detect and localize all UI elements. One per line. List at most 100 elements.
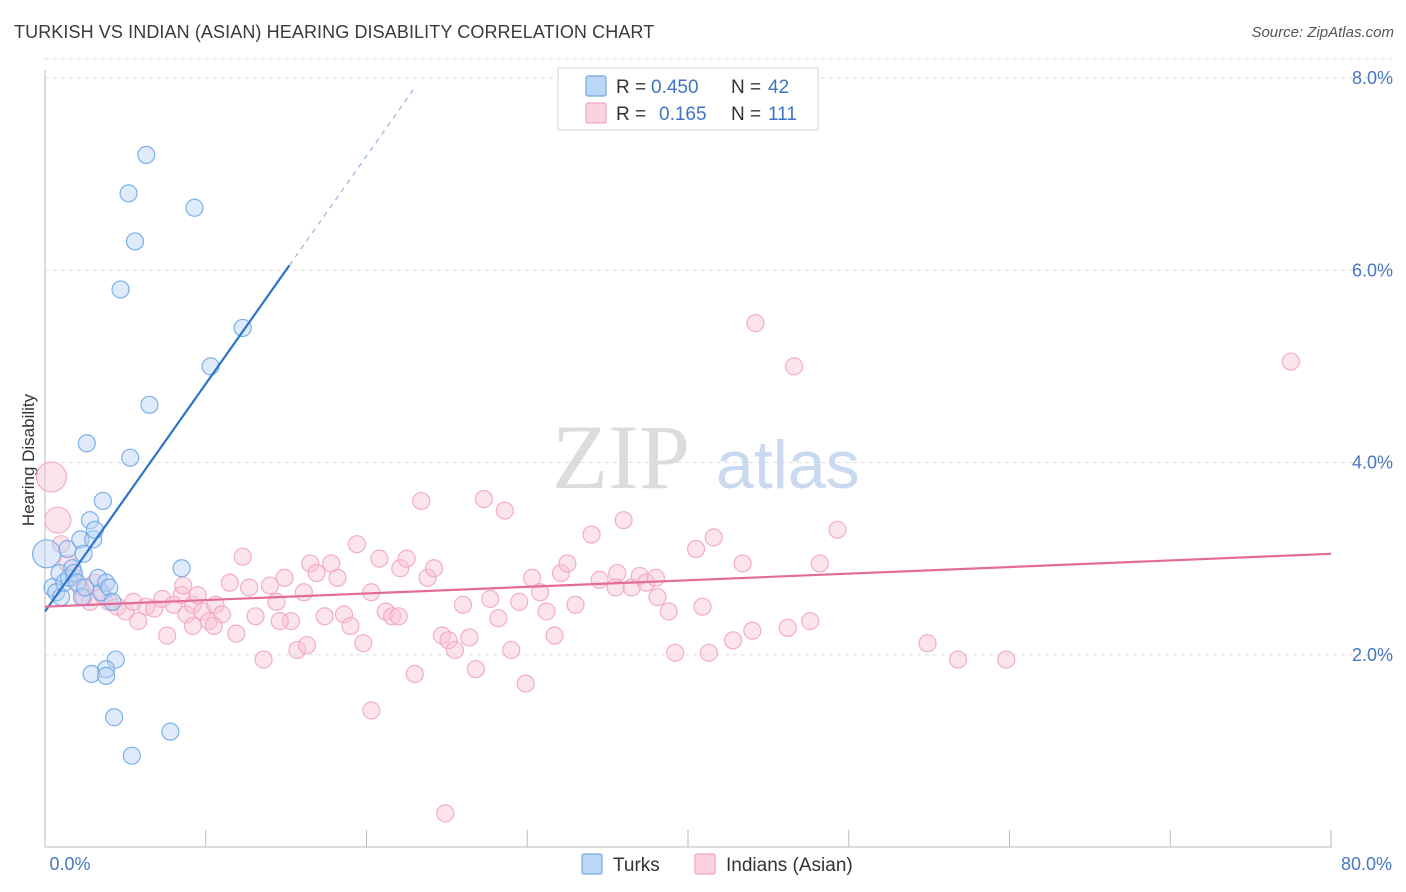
watermark-zip: ZIP — [552, 406, 690, 508]
indians-point — [474, 489, 493, 509]
turks-point — [106, 650, 125, 669]
turks-point — [172, 559, 191, 578]
indians-point — [648, 587, 667, 607]
indians-point — [659, 602, 678, 621]
series-indians-asian — [35, 314, 1300, 823]
indians-point — [699, 643, 718, 662]
legend-n-value-indians: 111 — [768, 104, 797, 125]
turks-point — [93, 491, 112, 511]
turks-point — [85, 520, 104, 539]
indians-point — [439, 631, 458, 650]
turks-point — [201, 357, 220, 376]
indians-point — [227, 624, 246, 643]
indians-point — [489, 609, 508, 628]
indians-point — [466, 660, 485, 679]
y-tick-label: 2.0% — [1352, 645, 1393, 665]
indians-point — [948, 650, 968, 669]
x-tick-label-min: 0.0% — [49, 854, 90, 874]
indians-point — [174, 576, 193, 595]
indians-point — [733, 554, 752, 573]
legend-indians-swatch — [585, 102, 607, 124]
indians-point — [129, 612, 148, 631]
legend-turks-swatch — [585, 75, 607, 97]
turks-point — [71, 530, 90, 549]
turks-point — [103, 592, 122, 611]
turks-point — [96, 666, 116, 685]
indians-point — [288, 640, 307, 660]
indians-point — [240, 578, 259, 597]
bottom-legend-turks-swatch — [581, 853, 603, 875]
x-tick-label-max: 80.0% — [1341, 854, 1392, 874]
indians-trend-line — [44, 552, 1332, 608]
indians-point — [220, 573, 239, 592]
series-turks — [32, 145, 252, 765]
stats-legend-box: R = 0.450 N = 42 R = 0.165 N = 111 — [557, 67, 819, 131]
indians-point — [301, 554, 320, 573]
legend-r-label-indians: R = — [616, 104, 646, 125]
indians-point — [424, 559, 444, 578]
indians-point — [270, 612, 289, 631]
chart-title: TURKISH VS INDIAN (ASIAN) HEARING DISABI… — [14, 22, 655, 42]
indians-point — [334, 605, 354, 624]
indians-point — [260, 576, 280, 595]
indians-point — [307, 563, 326, 583]
indians-point — [35, 461, 68, 493]
turks-point — [32, 539, 62, 569]
indians-point — [204, 616, 223, 636]
indians-point — [531, 583, 550, 602]
turks-point — [121, 448, 140, 467]
indians-point — [666, 643, 685, 662]
indians-point — [510, 592, 529, 611]
indians-point — [1281, 352, 1300, 371]
indians-point — [630, 566, 649, 586]
bottom-legend-indians-label: Indians (Asian) — [726, 855, 853, 876]
y-tick-label: 4.0% — [1352, 453, 1393, 473]
turks-point — [77, 434, 96, 453]
indians-point — [233, 547, 252, 566]
indians-point — [44, 506, 72, 534]
indians-point — [412, 491, 431, 511]
indians-point — [158, 626, 177, 645]
legend-n-label-turks: N = — [731, 77, 761, 98]
indians-point — [545, 626, 564, 645]
indians-point — [810, 554, 829, 573]
indians-point — [590, 570, 609, 589]
indians-point — [502, 640, 521, 660]
indians-point — [445, 640, 465, 660]
indians-point — [608, 563, 627, 583]
indians-point — [246, 607, 265, 626]
turks-point — [96, 660, 116, 679]
indians-point — [516, 674, 535, 693]
indians-point — [418, 568, 437, 587]
turks-trend-line — [44, 264, 291, 613]
indians-point — [566, 595, 585, 614]
legend-r-label-turks: R = — [616, 77, 646, 98]
indians-point — [582, 525, 601, 544]
indians-point — [347, 535, 366, 554]
indians-point — [315, 607, 334, 626]
bottom-legend-turks-label: Turks — [613, 855, 660, 876]
turks-point — [140, 395, 159, 414]
indians-point — [606, 578, 625, 597]
y-tick-label: 8.0% — [1352, 68, 1393, 88]
indians-point — [275, 568, 294, 587]
turks-point — [96, 573, 116, 592]
indians-point — [551, 563, 571, 583]
turks-trend-extension — [288, 87, 416, 266]
turks-point — [100, 578, 119, 597]
indians-point — [614, 511, 633, 530]
turks-point — [82, 664, 101, 684]
indians-point — [294, 583, 313, 602]
turks-point — [105, 708, 124, 727]
indians-point — [453, 595, 473, 614]
turks-point — [125, 232, 145, 251]
turks-point — [111, 280, 130, 299]
indians-point — [460, 628, 479, 647]
indians-point — [997, 650, 1016, 669]
indians-point — [481, 589, 500, 609]
turks-point — [161, 722, 180, 741]
y-tick-label: 6.0% — [1352, 260, 1393, 280]
indians-point — [686, 539, 706, 559]
trend-lines — [44, 87, 1332, 613]
x-axis-ticks — [44, 830, 1332, 847]
